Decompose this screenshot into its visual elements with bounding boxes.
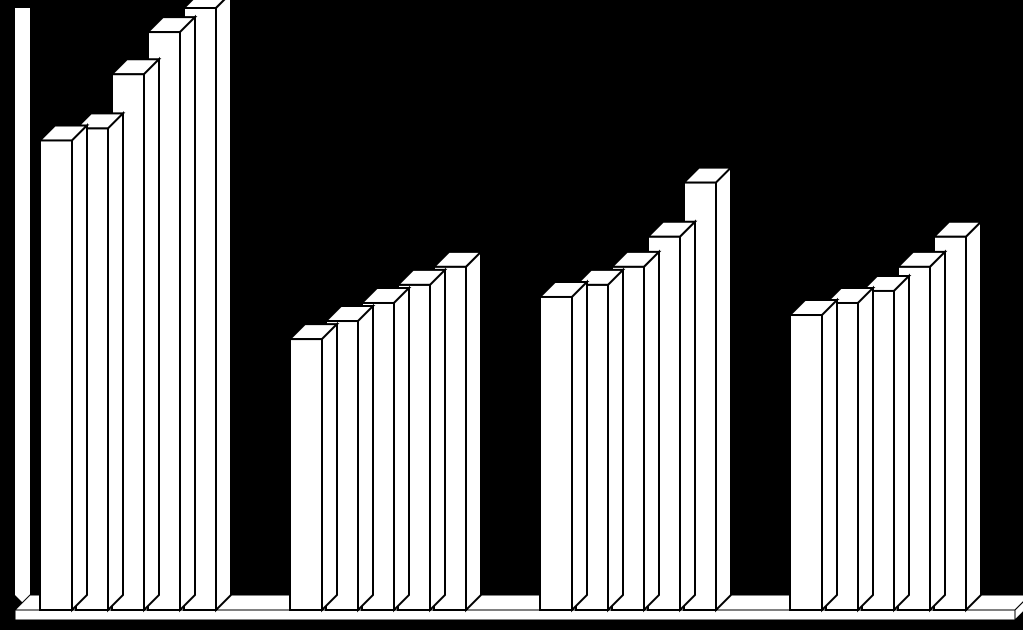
bar-side xyxy=(572,282,587,610)
bar-side xyxy=(394,288,409,610)
bars-layer xyxy=(0,0,1023,630)
bar-side xyxy=(322,324,337,610)
bar-side xyxy=(930,252,945,610)
bar-front xyxy=(540,297,572,610)
bar-side xyxy=(144,59,159,610)
bar-side xyxy=(72,125,87,610)
bar-side xyxy=(644,252,659,610)
bar-side xyxy=(822,300,837,610)
bar-side xyxy=(966,222,981,610)
bar-side xyxy=(466,252,481,610)
bar-side xyxy=(108,113,123,610)
bar-side xyxy=(680,222,695,610)
bar-side xyxy=(608,270,623,610)
bar-side xyxy=(358,306,373,610)
bar-side xyxy=(430,270,445,610)
chart-stage xyxy=(0,0,1023,630)
bar-side xyxy=(716,168,731,610)
bar-front xyxy=(40,140,72,610)
bar-side xyxy=(894,276,909,610)
bar-front xyxy=(790,315,822,610)
bar-side xyxy=(858,288,873,610)
bar-side xyxy=(216,0,231,610)
bar-side xyxy=(180,17,195,610)
bar-front xyxy=(290,339,322,610)
